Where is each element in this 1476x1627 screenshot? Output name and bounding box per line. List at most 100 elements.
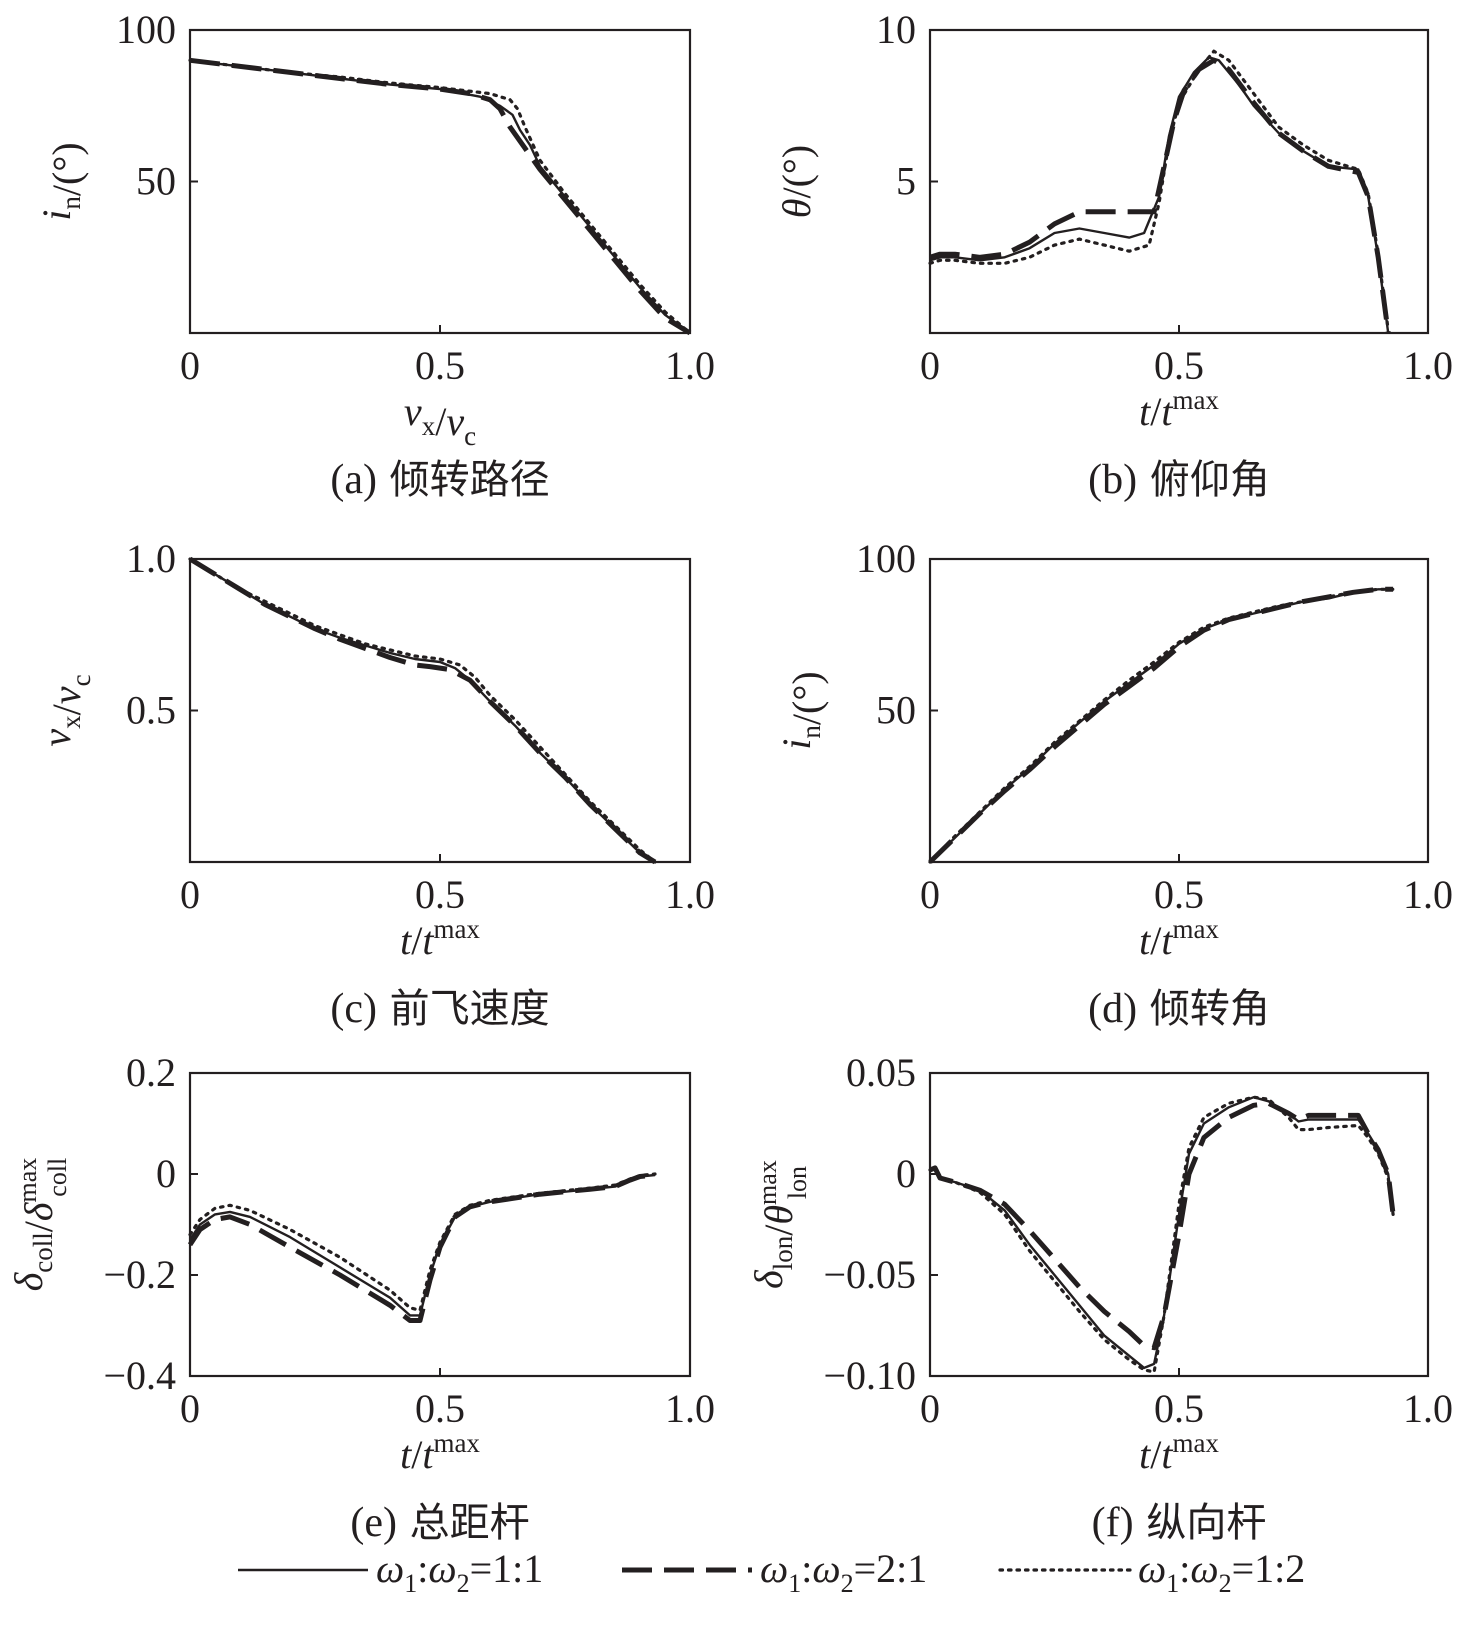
y-axis-label: δcoll/δmaxcoll xyxy=(6,1158,72,1292)
caption-tag: (f) xyxy=(1092,1500,1134,1546)
x-axis-label: t/tmax xyxy=(1139,1428,1219,1477)
y-axis-label-sub2: coll xyxy=(43,1158,72,1197)
caption-text: 俯仰角 xyxy=(1137,457,1270,503)
y-tick-label: 100 xyxy=(856,536,916,581)
y-tick-label: 50 xyxy=(136,159,176,204)
x-axis-label-sep: / xyxy=(1150,918,1162,963)
y-axis-label-sep: / xyxy=(16,1220,61,1232)
x-tick-label: 0 xyxy=(920,343,940,388)
chart-panel-d: 0 0.5 1.0 50 100 t/tmax in/(°) (d) 倾转角 xyxy=(774,536,1453,1032)
y-axis-label-sup2: max xyxy=(13,1158,42,1203)
series-line-solid xyxy=(929,588,1394,863)
x-tick-label: 0 xyxy=(920,872,940,917)
y-tick-label: 0.05 xyxy=(846,1050,916,1095)
x-axis-label-main2: t xyxy=(1161,1432,1173,1477)
x-axis-label-main: t xyxy=(1139,1432,1151,1477)
series-line-dot xyxy=(928,1095,1395,1374)
y-axis-label-main: i xyxy=(774,739,819,750)
y-tick-label: 0.2 xyxy=(126,1050,176,1095)
x-tick-label: 1.0 xyxy=(665,872,715,917)
series-line-dash xyxy=(189,57,692,336)
y-tick-label: 0 xyxy=(896,1151,916,1196)
y-axis-label-main2: θ xyxy=(756,1205,801,1225)
series-line-dot xyxy=(928,49,1390,332)
y-tick-label: −0.10 xyxy=(823,1353,916,1398)
caption-text: 总距杆 xyxy=(397,1500,530,1546)
series-line-dash xyxy=(928,586,1394,864)
y-axis-label-main: δ xyxy=(6,1271,51,1291)
x-axis-label-sub2: c xyxy=(464,421,476,451)
x-axis-label-sep: / xyxy=(1150,1432,1162,1477)
y-tick-label: 10 xyxy=(876,7,916,52)
y-axis-label-main: i xyxy=(34,210,79,221)
y-tick-label: 5 xyxy=(896,159,916,204)
x-axis-label: t/tmax xyxy=(1139,385,1219,434)
y-tick-label: 0.5 xyxy=(126,688,176,733)
y-axis-label-sup2: max xyxy=(753,1160,782,1205)
series-line-dot xyxy=(928,587,1395,864)
x-axis-label: t/tmax xyxy=(1139,914,1219,963)
x-axis-label: t/tmax xyxy=(400,1428,480,1477)
caption-text: 前飞速度 xyxy=(377,986,550,1032)
caption-text: 倾转路径 xyxy=(377,457,550,503)
x-tick-label: 1.0 xyxy=(665,343,715,388)
x-axis-label-sep: / xyxy=(435,399,447,444)
x-axis-label-main: t xyxy=(400,918,412,963)
y-tick-label: −0.4 xyxy=(103,1353,176,1398)
y-axis-label-sub: x xyxy=(56,715,86,729)
x-axis-label-main2: t xyxy=(1161,389,1173,434)
y-tick-label: 0 xyxy=(156,1151,176,1196)
x-tick-label: 1.0 xyxy=(665,1386,715,1431)
y-tick-label: −0.05 xyxy=(823,1252,916,1297)
panel-caption: (d) 倾转角 xyxy=(1088,986,1270,1032)
caption-tag: (b) xyxy=(1088,457,1137,503)
x-tick-label: 1.0 xyxy=(1403,872,1453,917)
plot-frame xyxy=(188,28,692,335)
x-axis-label-main: t xyxy=(1139,389,1151,434)
x-tick-label: 0 xyxy=(180,343,200,388)
caption-text: 倾转角 xyxy=(1137,986,1270,1032)
y-tick-label: 1.0 xyxy=(126,536,176,581)
x-axis-label-main2: t xyxy=(422,1432,434,1477)
series-line-dash xyxy=(929,57,1391,334)
x-tick-label: 0.5 xyxy=(1154,872,1204,917)
panel-caption: (b) 俯仰角 xyxy=(1088,457,1270,503)
x-axis-label-sup2: max xyxy=(1172,914,1219,944)
y-axis-label: vx/vc xyxy=(34,674,96,746)
y-axis-label: in/(°) xyxy=(774,671,829,749)
y-axis-label-sub2: lon xyxy=(783,1166,812,1199)
x-tick-label: 1.0 xyxy=(1403,343,1453,388)
y-axis-label-sub: lon xyxy=(768,1235,798,1270)
y-axis-label-main: δ xyxy=(746,1269,791,1289)
y-tick-label: 50 xyxy=(876,688,916,733)
x-axis-label-sub: x xyxy=(422,411,436,441)
x-axis-label-main: v xyxy=(404,389,422,434)
y-tick-label: −0.2 xyxy=(103,1252,176,1297)
x-tick-label: 0.5 xyxy=(415,343,465,388)
caption-tag: (c) xyxy=(330,986,377,1032)
y-axis-label-sub: n xyxy=(796,725,826,739)
x-axis-label-main: t xyxy=(1139,918,1151,963)
x-axis-label-main2: t xyxy=(422,918,434,963)
legend-label-dot: ω1:ω2=1:2 xyxy=(1138,1546,1305,1598)
y-tick-label: 100 xyxy=(116,7,176,52)
legend-label-dash: ω1:ω2=2:1 xyxy=(760,1546,927,1598)
chart-panel-f: 0 0.5 1.0−0.10−0.0500.05t/tmaxδlon/θmaxlon… xyxy=(746,1050,1453,1546)
legend-label-solid: ω1:ω2=1:1 xyxy=(376,1546,543,1598)
x-axis-label-main2: v xyxy=(446,399,464,444)
x-tick-label: 0 xyxy=(180,1386,200,1431)
caption-tag: (a) xyxy=(330,457,377,503)
y-axis-label-sep: / xyxy=(756,1224,801,1236)
x-axis-label-main2: t xyxy=(1161,918,1173,963)
y-axis-label-sep: / xyxy=(44,703,89,715)
panel-caption: (e) 总距杆 xyxy=(350,1500,529,1546)
series-line-solid xyxy=(929,1096,1395,1370)
x-tick-label: 0.5 xyxy=(1154,343,1204,388)
y-axis-label-tail: /(°) xyxy=(784,671,829,725)
panel-caption: (a) 倾转路径 xyxy=(330,457,549,503)
x-tick-label: 0.5 xyxy=(415,1386,465,1431)
caption-text: 纵向杆 xyxy=(1134,1500,1267,1546)
caption-tag: (e) xyxy=(350,1500,397,1546)
